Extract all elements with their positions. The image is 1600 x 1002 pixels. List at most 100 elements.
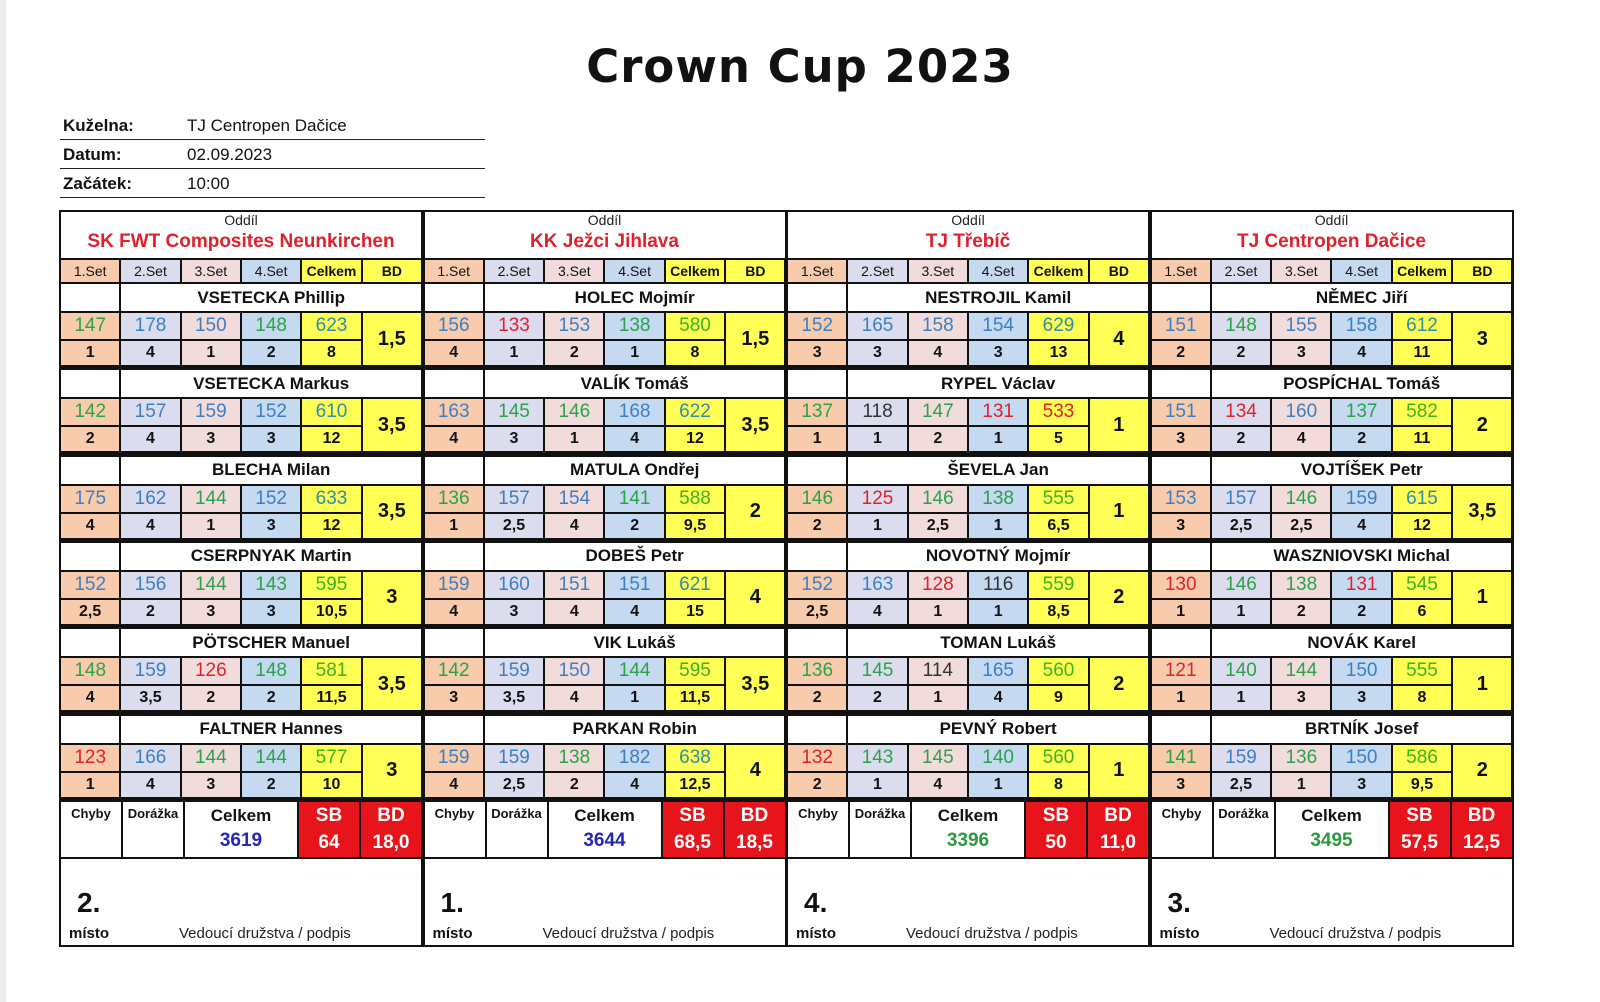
set-rank: 1: [908, 686, 967, 711]
set-score: 166: [121, 744, 180, 771]
set-rank: 2: [61, 427, 120, 452]
player-name: BLECHA Milan: [121, 456, 421, 484]
player-bd: 1: [1089, 744, 1148, 797]
set-score: 147: [61, 313, 120, 339]
team-sb: 68,5: [674, 832, 711, 854]
player-empty-cell: [1151, 715, 1210, 743]
player-name: VALÍK Tomáš: [484, 370, 785, 398]
player-total-score: 577: [302, 744, 361, 771]
set-rank: 2: [1332, 427, 1391, 452]
dorazka-cell: Dorážka: [1213, 802, 1274, 857]
player-bd: 3,5: [362, 658, 421, 711]
player-empty-cell: [61, 629, 120, 657]
set-rank: 3: [1272, 341, 1331, 365]
set-rank: 3: [1332, 772, 1391, 797]
bd-label: BD: [1467, 804, 1496, 826]
set-score: 144: [181, 744, 240, 771]
player-total-rank: 9,5: [665, 513, 725, 538]
set-score: 146: [1272, 485, 1331, 512]
player-block: PÖTSCHER Manuel 148 159 126 148 581 3,5 4 3,5 2 2 1…: [61, 629, 421, 711]
place-box: 1. místo Vedoucí družstva / podpis: [424, 859, 785, 945]
set-header: 1.Set: [61, 260, 120, 282]
set-score: 138: [1272, 571, 1331, 598]
player-name: DOBEŠ Petr: [484, 542, 785, 570]
set-score: 138: [968, 485, 1028, 512]
player-bd: 3: [1453, 313, 1512, 365]
set-score: 150: [181, 313, 240, 339]
player-bd: 4: [726, 744, 785, 797]
set-rank: 1: [1151, 599, 1210, 624]
set-score: 145: [908, 744, 967, 771]
set-header-row: 1.Set 2.Set 3.Set 4.Set Celkem BD: [61, 260, 421, 282]
set-rank: 4: [61, 513, 120, 538]
set-rank: 3: [181, 599, 240, 624]
info-table: Kuželna: TJ Centropen Dačice Datum: 02.09.…: [60, 112, 485, 199]
set-header: BD: [1089, 260, 1148, 282]
set-score: 121: [1151, 658, 1210, 685]
set-score: 152: [788, 313, 847, 339]
set-score: 157: [484, 485, 544, 512]
set-rank: 4: [605, 772, 664, 797]
player-total-rank: 6,5: [1029, 513, 1088, 538]
set-rank: 2,5: [484, 772, 544, 797]
player-total-score: 595: [302, 571, 361, 598]
set-rank: 1: [908, 599, 967, 624]
set-score: 158: [1332, 313, 1391, 339]
player-empty-cell: [1151, 370, 1210, 398]
player-total-score: 615: [1392, 485, 1452, 512]
set-rank: 4: [424, 772, 483, 797]
player-empty-cell: [788, 542, 847, 570]
set-header: 1.Set: [424, 260, 483, 282]
set-rank: 1: [968, 772, 1028, 797]
team-total: 3619: [219, 830, 263, 851]
player-bd: 3,5: [1453, 485, 1512, 538]
player-block: VSETECKA Phillip 147 178 150 148 623 1,5 1 4 1 2 8: [61, 284, 421, 365]
signature-label: Vedoucí družstva / podpis: [906, 925, 1078, 942]
set-rank: 1: [1272, 772, 1331, 797]
set-rank: 4: [605, 427, 664, 452]
player-bd: 1,5: [726, 313, 785, 365]
player-empty-cell: [1151, 542, 1210, 570]
player-bd: 2: [1453, 744, 1512, 797]
set-rank: 1: [61, 341, 120, 365]
set-score: 159: [424, 571, 483, 598]
player-bd: 3,5: [726, 658, 785, 711]
player-name: VIK Lukáš: [484, 629, 785, 657]
set-rank: 4: [545, 513, 604, 538]
set-rank: 3: [181, 427, 240, 452]
player-total-score: 545: [1392, 571, 1452, 598]
bd-cell: BD 18,5: [724, 802, 785, 857]
player-total-rank: 11: [1392, 427, 1452, 452]
player-block: RYPEL Václav 137 118 147 131 533 1 1 1 2 1 5: [788, 370, 1148, 452]
team-sb: 57,5: [1401, 832, 1438, 854]
player-empty-cell: [424, 284, 483, 311]
set-rank: 2: [1211, 341, 1271, 365]
player-empty-cell: [1151, 629, 1210, 657]
player-total-rank: 10,5: [302, 599, 361, 624]
set-rank: 1: [181, 341, 240, 365]
set-score: 144: [181, 485, 240, 512]
team-summary: Chyby Dorážka Celkem 3495 SB 57,5 BD 12,5: [1151, 802, 1512, 857]
info-row-datum: Datum: 02.09.2023: [60, 141, 485, 169]
team-column: Oddíl TJ Centropen Dačice 1.Set 2.Set 3.Set 4…: [1149, 210, 1514, 947]
set-score: 152: [241, 485, 301, 512]
player-total-score: 623: [302, 313, 361, 339]
dorazka-label: Dorážka: [491, 806, 542, 821]
set-rank: 1: [1151, 686, 1210, 711]
set-header-row: 1.Set 2.Set 3.Set 4.Set Celkem BD: [788, 260, 1148, 282]
signature-label: Vedoucí družstva / podpis: [179, 925, 351, 942]
player-total-rank: 12,5: [665, 772, 725, 797]
player-block: VSETECKA Markus 142 157 159 152 610 3,5 2 4 3 3 12: [61, 370, 421, 452]
celkem-label: Celkem: [937, 806, 999, 825]
set-score: 160: [1272, 399, 1331, 426]
team-summary: Chyby Dorážka Celkem 3619 SB 64 BD 18,0: [61, 802, 421, 857]
player-name: NOVÁK Karel: [1211, 629, 1512, 657]
player-empty-cell: [61, 284, 120, 311]
set-header: 3.Set: [181, 260, 240, 282]
set-score: 182: [605, 744, 664, 771]
celkem-label: Celkem: [574, 806, 635, 825]
set-rank: 2,5: [1211, 513, 1271, 538]
player-total-score: 638: [665, 744, 725, 771]
set-rank: 2,5: [1272, 513, 1331, 538]
set-score: 152: [788, 571, 847, 598]
